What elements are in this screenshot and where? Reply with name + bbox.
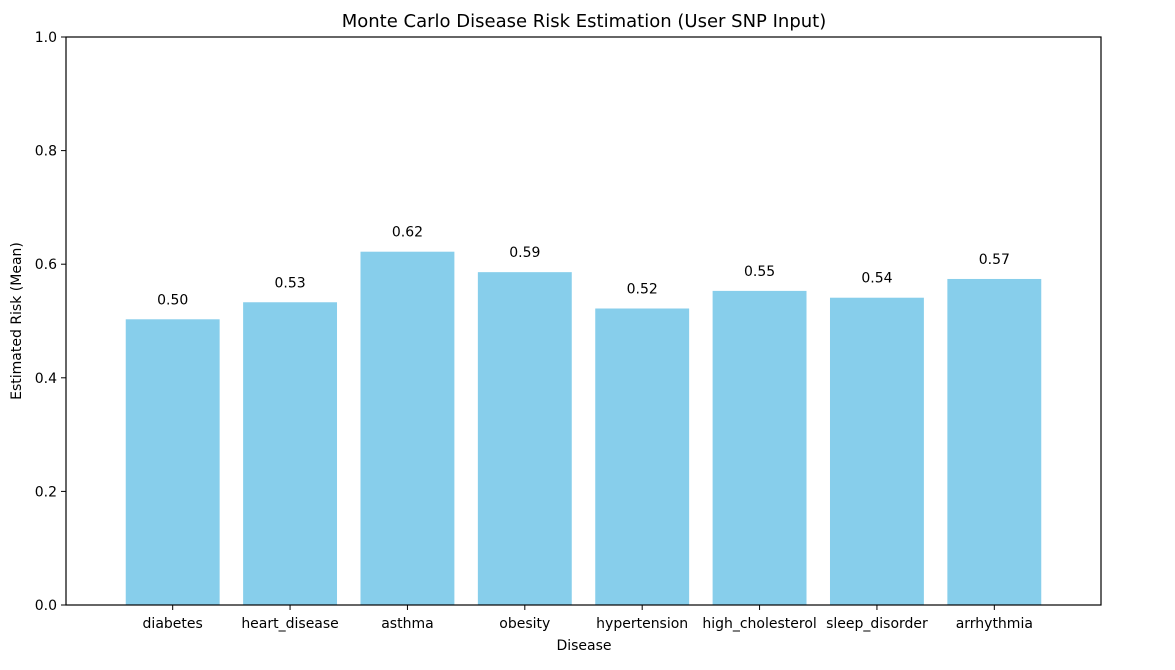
y-tick-label: 0.2 [35, 484, 57, 500]
x-tick-label-obesity: obesity [499, 616, 550, 632]
bar-diabetes [125, 319, 220, 605]
value-label-sleep_disorder: 0.54 [861, 271, 892, 287]
x-tick-label-arrhythmia: arrhythmia [956, 616, 1033, 632]
bar-high_cholesterol [712, 290, 807, 605]
x-tick-label-sleep_disorder: sleep_disorder [826, 616, 928, 632]
value-label-obesity: 0.59 [509, 245, 540, 261]
value-label-arrhythmia: 0.57 [979, 252, 1010, 268]
bar-obesity [477, 272, 572, 605]
plot-frame [65, 36, 1102, 606]
y-axis: 0.0 0.2 0.4 0.6 0.8 1.0 [35, 30, 66, 614]
y-tick-label: 0.6 [35, 257, 57, 273]
chart-title: Monte Carlo Disease Risk Estimation (Use… [342, 11, 827, 32]
value-label-asthma: 0.62 [392, 225, 423, 241]
x-tick-label-heart_disease: heart_disease [241, 616, 338, 632]
y-axis-label: Estimated Risk (Mean) [9, 242, 25, 400]
bars-group [125, 251, 1042, 606]
y-tick-label: 0.0 [35, 598, 57, 614]
value-label-heart_disease: 0.53 [274, 275, 305, 291]
bar-sleep_disorder [829, 297, 924, 605]
value-label-diabetes: 0.50 [157, 292, 188, 308]
x-tick-label-diabetes: diabetes [143, 616, 203, 632]
y-tick-label: 1.0 [35, 30, 57, 46]
bar-heart_disease [243, 302, 338, 605]
y-tick-label: 0.4 [35, 371, 57, 387]
value-label-high_cholesterol: 0.55 [744, 264, 775, 280]
bar-hypertension [595, 308, 690, 605]
x-axis-label: Disease [556, 638, 611, 654]
x-axis: diabetes heart_disease asthma obesity hypert… [143, 605, 1033, 632]
bar-arrhythmia [947, 278, 1042, 605]
value-label-hypertension: 0.52 [627, 282, 658, 298]
bar-asthma [360, 251, 455, 606]
value-labels-group: 0.50 0.53 0.62 0.59 0.52 0.55 0.54 0.57 [157, 225, 1010, 309]
x-tick-label-hypertension: hypertension [596, 616, 688, 632]
x-tick-label-asthma: asthma [381, 616, 433, 632]
y-tick-label: 0.8 [35, 144, 57, 160]
x-tick-label-high_cholesterol: high_cholesterol [702, 616, 816, 632]
